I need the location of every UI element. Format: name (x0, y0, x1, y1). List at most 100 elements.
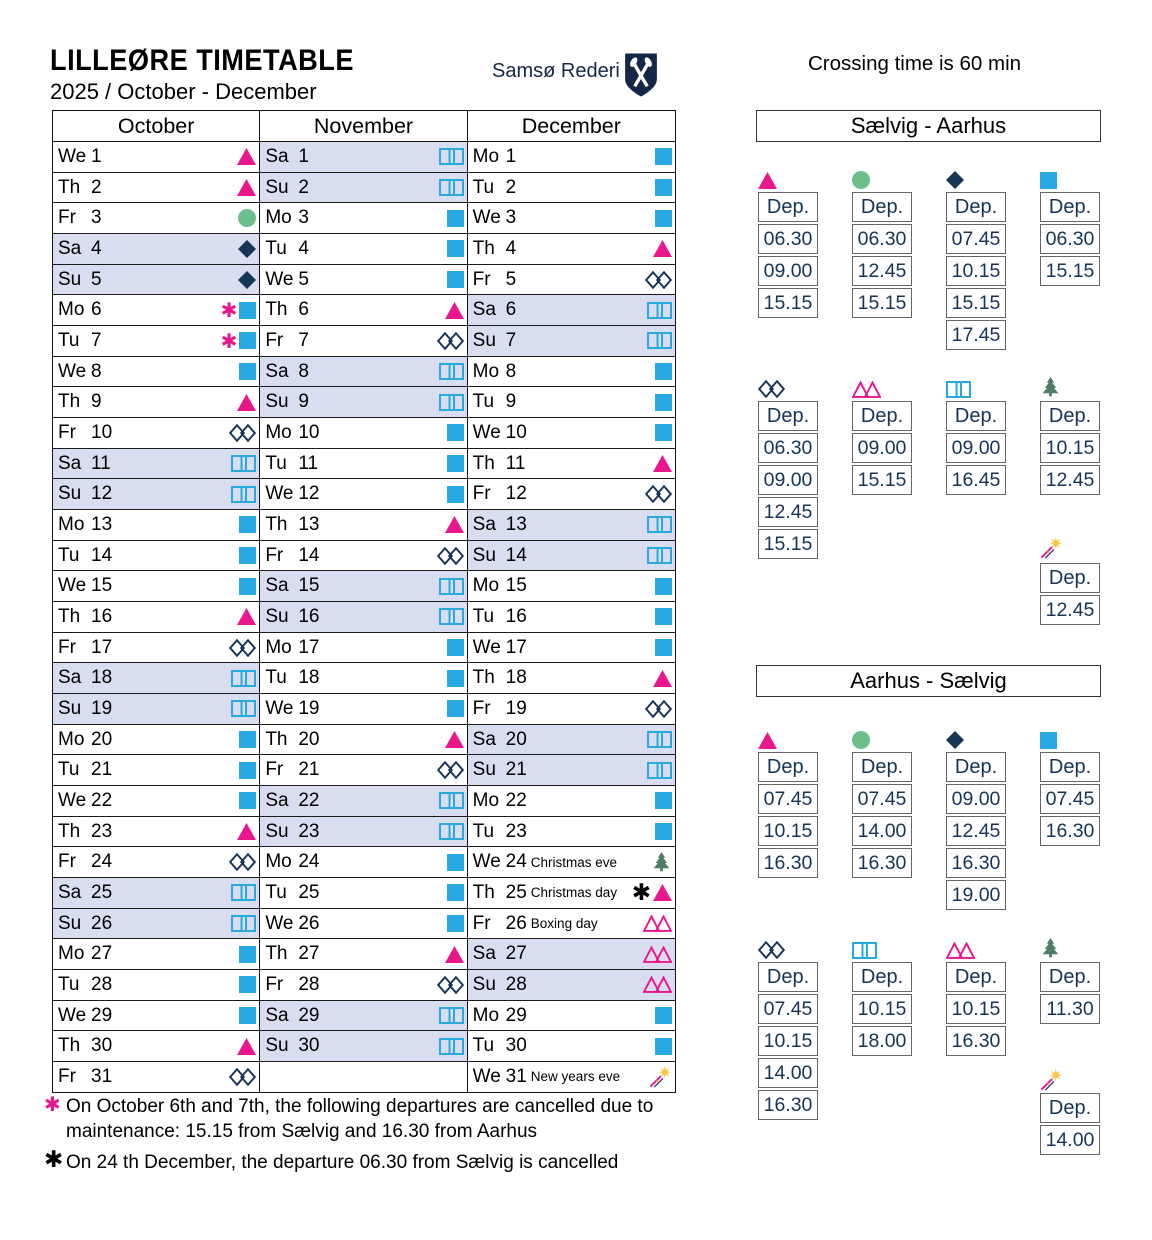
day-row: Su 7 (467, 326, 675, 357)
day-number: 4 (505, 237, 517, 259)
dbl-diamond-icon (436, 975, 464, 994)
day-abbrev: We (58, 789, 87, 811)
day-abbrev: Mo (472, 1004, 500, 1026)
day-abbrev: Mo (265, 421, 292, 443)
square-icon (654, 608, 672, 626)
square-icon (654, 148, 672, 166)
dep-symbol (758, 723, 777, 749)
dep-header-cell: Dep. (852, 401, 912, 431)
day-symbols (239, 945, 257, 963)
footnote: ✱ On October 6th and 7th, the following d… (44, 1094, 692, 1144)
day-row: Mo 27 (53, 939, 260, 971)
day-number: 13 (298, 513, 320, 535)
day-row: We 5 (260, 265, 467, 296)
triangle-icon (652, 455, 672, 473)
dbl-diamond-icon (644, 485, 672, 504)
dep-symbol (852, 163, 870, 189)
firework-icon (1040, 536, 1063, 559)
day-symbols (444, 731, 464, 749)
dep-symbol (758, 933, 785, 959)
dep-time-cell: 15.15 (758, 288, 818, 318)
dbl-triangle-icon (642, 976, 672, 994)
day-number: 5 (91, 268, 102, 290)
day-abbrev: We (265, 697, 294, 719)
day-abbrev: Sa (472, 299, 496, 321)
day-abbrev: Th (265, 728, 288, 750)
day-row: Sa 8 (260, 356, 467, 388)
day-number: 26 (91, 912, 113, 934)
dep-header-cell: Dep. (852, 192, 912, 222)
day-number: 25 (91, 881, 113, 903)
dep-time-cell: 12.45 (852, 256, 912, 286)
dbl-triangle-icon (642, 945, 672, 963)
dbl-diamond-icon (436, 546, 464, 565)
square-icon (654, 823, 672, 841)
day-number: 9 (505, 391, 517, 413)
dep-header-cell: Dep. (758, 192, 818, 222)
dep-time-cell: 14.00 (1040, 1125, 1100, 1155)
day-symbols (644, 270, 672, 289)
dep-symbol (1040, 723, 1057, 749)
day-number: 2 (298, 176, 309, 198)
day-symbols (239, 761, 257, 779)
square-icon (446, 209, 464, 227)
day-number: 1 (298, 145, 309, 167)
dep-symbol (946, 372, 971, 398)
day-number: 16 (298, 605, 320, 627)
day-number: 28 (91, 973, 113, 995)
dep-header-cell: Dep. (758, 962, 818, 992)
day-row: We 12 (260, 479, 467, 511)
day-symbols (438, 363, 464, 381)
day-number: 17 (505, 636, 527, 658)
dep-header-cell: Dep. (758, 401, 818, 431)
square-icon (446, 884, 464, 902)
departure-column: Dep. 06.30 15.15 (1040, 192, 1100, 288)
square-icon (239, 363, 257, 381)
dep-header-cell: Dep. (1040, 1093, 1100, 1123)
day-number: 21 (91, 759, 113, 781)
day-row: Tu 4 (260, 234, 467, 265)
dbl-diamond-icon (758, 941, 785, 959)
square-icon (446, 639, 464, 657)
day-number: 11 (298, 452, 319, 474)
square-icon (654, 792, 672, 810)
departure-column: Dep. 07.45 10.15 16.30 (758, 752, 818, 880)
tree-icon (1040, 938, 1061, 959)
route-header: Aarhus - Sælvig (756, 665, 1101, 697)
day-row: Fr 24 (53, 847, 260, 879)
day-row: Sa 1 (260, 142, 467, 173)
day-abbrev: Mo (58, 943, 85, 965)
striped-square-icon (646, 731, 672, 749)
day-number: 17 (298, 636, 320, 658)
dep-symbol (1040, 163, 1057, 189)
day-symbols (239, 731, 257, 749)
day-row: Tu 14 (53, 541, 260, 572)
dep-time-cell: 10.15 (852, 994, 912, 1024)
day-symbols (237, 179, 257, 196)
month-column: December Mo 1 Tu 2 We 3 Th 4 Fr 5 Sa 6 Su 7 Mo 8 Tu 9 We 10 T… (467, 111, 675, 1092)
day-number: 28 (505, 973, 527, 995)
dep-symbol (1040, 933, 1061, 959)
day-number: 12 (91, 483, 113, 505)
day-abbrev: We (265, 483, 294, 505)
dbl-diamond-icon (229, 423, 257, 442)
day-symbols (644, 699, 672, 718)
day-symbols (438, 148, 464, 166)
day-symbols (446, 271, 464, 289)
dep-time-cell: 14.00 (758, 1058, 818, 1088)
circle-icon (238, 209, 257, 228)
dep-time-cell: 15.15 (758, 529, 818, 559)
dep-time-cell: 16.30 (758, 1090, 818, 1120)
departure-column: Dep. 10.15 16.30 (946, 962, 1006, 1058)
day-symbols (654, 209, 672, 227)
departure-column: Dep. 06.30 09.00 15.15 (758, 192, 818, 320)
day-abbrev: Tu (472, 820, 495, 842)
month-column: November Sa 1 Su 2 Mo 3 Tu 4 We 5 Th 6 Fr 7 Sa 8 Su 9 Mo 10 T… (260, 111, 468, 1092)
dep-time-cell: 18.00 (852, 1026, 912, 1056)
day-symbols (438, 823, 464, 841)
diamond-icon (238, 270, 257, 289)
day-number: 1 (91, 145, 102, 167)
dep-symbol (1040, 372, 1061, 398)
day-row: Tu 16 (467, 602, 675, 633)
square-icon (239, 516, 257, 534)
